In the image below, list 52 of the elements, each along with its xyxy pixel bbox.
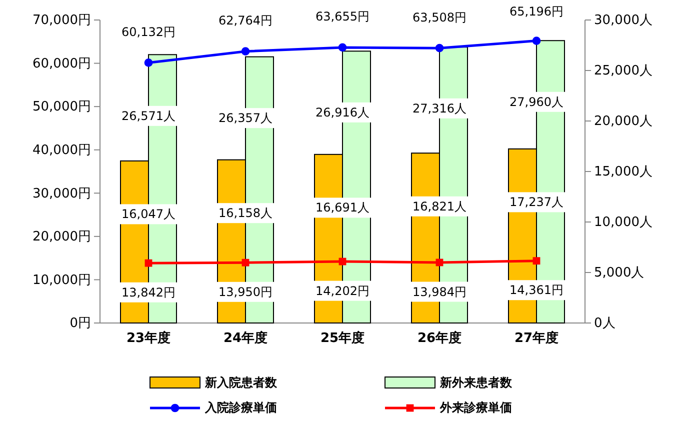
y2-tick-label: 20,000人 (594, 114, 652, 130)
legend-label: 入院診療単価 (204, 400, 277, 414)
y-tick-label: 60,000円 (32, 56, 91, 72)
y2-tick-label: 10,000人 (594, 215, 652, 230)
y-tick-label: 0円 (70, 316, 91, 332)
data-label: 16,691人 (316, 200, 370, 215)
x-tick-label: 26年度 (417, 330, 462, 346)
y2-tick-label: 0人 (594, 316, 616, 332)
y-tick-label: 30,000円 (32, 186, 91, 202)
y-tick-label: 40,000円 (32, 143, 91, 158)
point (435, 44, 444, 52)
y2-tick-label: 15,000人 (594, 164, 652, 180)
legend-label: 新入院患者数 (204, 375, 278, 390)
data-label: 14,361円 (510, 283, 564, 298)
data-label: 60,132円 (122, 24, 176, 39)
data-label: 17,237人 (510, 195, 564, 210)
y-tick-label: 20,000円 (32, 230, 91, 245)
y-tick-label: 70,000円 (32, 13, 91, 28)
y-tick-label: 50,000円 (32, 100, 91, 115)
x-tick-label: 23年度 (126, 330, 171, 346)
data-label: 13,984円 (412, 284, 466, 299)
point (144, 259, 152, 267)
data-label: 26,357人 (218, 111, 272, 126)
x-tick-label: 24年度 (223, 330, 268, 346)
data-label: 14,202円 (316, 284, 370, 298)
point (242, 258, 250, 266)
y2-tick-label: 30,000人 (594, 13, 652, 28)
data-label: 63,508円 (412, 10, 466, 24)
data-label: 13,842円 (122, 285, 176, 300)
legend-label: 新外来患者数 (439, 375, 513, 390)
data-label: 13,950円 (218, 284, 272, 299)
legend-label: 外来診療単価 (439, 400, 512, 414)
data-label: 62,764円 (218, 14, 272, 28)
x-tick-label: 27年度 (514, 330, 559, 346)
y-tick-label: 10,000円 (32, 272, 91, 288)
data-label: 26,571人 (122, 108, 176, 123)
y2-tick-label: 5,000人 (594, 266, 644, 281)
data-label: 26,916人 (316, 105, 370, 120)
data-label: 65,196円 (510, 4, 564, 18)
point (532, 36, 541, 45)
point (532, 257, 540, 265)
data-label: 27,316人 (412, 101, 466, 116)
data-label: 63,655円 (316, 10, 370, 24)
point (241, 47, 250, 56)
point (144, 58, 153, 67)
x-tick-label: 25年度 (320, 330, 365, 346)
y2-tick-label: 25,000人 (594, 64, 652, 79)
point (338, 43, 347, 52)
data-label: 27,960人 (510, 94, 564, 109)
data-label: 16,047人 (122, 207, 176, 222)
data-label: 16,821人 (412, 199, 466, 214)
data-label: 16,158人 (218, 206, 272, 220)
